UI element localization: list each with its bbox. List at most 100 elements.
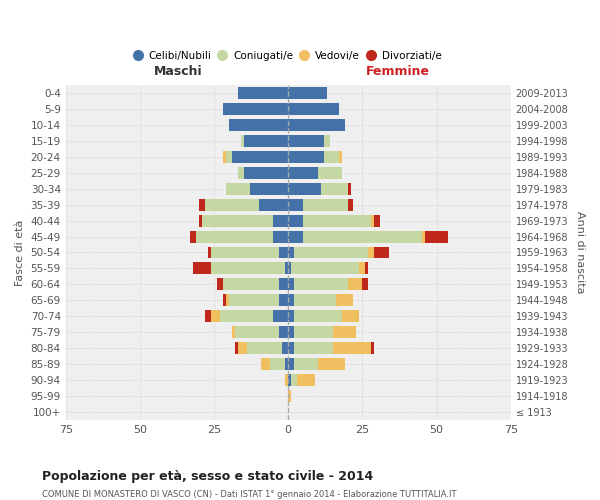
Bar: [374, 246, 389, 258]
Bar: [294, 358, 318, 370]
Bar: [371, 214, 374, 226]
Bar: [193, 262, 211, 274]
Bar: [291, 374, 297, 386]
Bar: [232, 326, 235, 338]
Bar: [288, 390, 291, 402]
Bar: [288, 262, 291, 274]
Bar: [347, 198, 353, 210]
Bar: [285, 374, 288, 386]
Bar: [226, 150, 232, 162]
Bar: [229, 119, 288, 130]
Text: Popolazione per età, sesso e stato civile - 2014: Popolazione per età, sesso e stato civil…: [42, 470, 373, 483]
Bar: [288, 294, 294, 306]
Bar: [238, 87, 288, 99]
Bar: [279, 294, 288, 306]
Y-axis label: Anni di nascita: Anni di nascita: [575, 211, 585, 294]
Bar: [271, 358, 285, 370]
Bar: [288, 358, 294, 370]
Bar: [294, 246, 368, 258]
Bar: [288, 150, 324, 162]
Bar: [303, 214, 371, 226]
Text: Femmine: Femmine: [366, 66, 430, 78]
Bar: [288, 326, 294, 338]
Bar: [288, 246, 294, 258]
Bar: [235, 326, 279, 338]
Bar: [365, 262, 368, 274]
Bar: [335, 294, 353, 306]
Bar: [321, 182, 347, 194]
Bar: [274, 230, 288, 242]
Bar: [241, 134, 244, 146]
Legend: Celibi/Nubili, Coniugati/e, Vedovi/e, Divorziati/e: Celibi/Nubili, Coniugati/e, Vedovi/e, Di…: [131, 46, 446, 65]
Bar: [338, 150, 341, 162]
Bar: [303, 230, 422, 242]
Bar: [223, 150, 226, 162]
Bar: [282, 342, 288, 354]
Bar: [341, 310, 359, 322]
Bar: [232, 150, 288, 162]
Bar: [324, 134, 330, 146]
Bar: [425, 230, 448, 242]
Bar: [333, 342, 371, 354]
Bar: [362, 278, 368, 290]
Bar: [288, 119, 344, 130]
Bar: [294, 294, 335, 306]
Bar: [279, 278, 288, 290]
Bar: [288, 374, 291, 386]
Bar: [223, 294, 226, 306]
Bar: [294, 342, 333, 354]
Bar: [217, 278, 223, 290]
Bar: [288, 230, 303, 242]
Bar: [288, 134, 324, 146]
Bar: [235, 342, 238, 354]
Bar: [318, 166, 341, 178]
Bar: [279, 326, 288, 338]
Bar: [223, 278, 279, 290]
Bar: [262, 358, 271, 370]
Bar: [374, 214, 380, 226]
Bar: [274, 310, 288, 322]
Bar: [297, 374, 315, 386]
Text: Maschi: Maschi: [154, 66, 203, 78]
Bar: [294, 310, 341, 322]
Bar: [288, 103, 338, 115]
Text: COMUNE DI MONASTERO DI VASCO (CN) - Dati ISTAT 1° gennaio 2014 - Elaborazione TU: COMUNE DI MONASTERO DI VASCO (CN) - Dati…: [42, 490, 457, 499]
Bar: [288, 310, 294, 322]
Bar: [247, 342, 282, 354]
Bar: [368, 246, 374, 258]
Bar: [211, 246, 279, 258]
Bar: [196, 230, 274, 242]
Bar: [199, 198, 205, 210]
Bar: [226, 294, 229, 306]
Bar: [208, 246, 211, 258]
Bar: [259, 198, 288, 210]
Bar: [288, 342, 294, 354]
Bar: [288, 198, 303, 210]
Bar: [202, 214, 274, 226]
Bar: [211, 262, 285, 274]
Bar: [294, 326, 333, 338]
Bar: [250, 182, 288, 194]
Bar: [294, 278, 347, 290]
Bar: [274, 214, 288, 226]
Bar: [288, 166, 318, 178]
Bar: [324, 150, 338, 162]
Bar: [199, 214, 202, 226]
Bar: [318, 358, 344, 370]
Bar: [229, 294, 279, 306]
Bar: [244, 134, 288, 146]
Bar: [244, 166, 288, 178]
Bar: [238, 342, 247, 354]
Bar: [291, 262, 359, 274]
Bar: [347, 278, 362, 290]
Bar: [359, 262, 365, 274]
Bar: [288, 214, 303, 226]
Bar: [205, 310, 211, 322]
Bar: [220, 310, 274, 322]
Bar: [288, 87, 327, 99]
Bar: [205, 198, 259, 210]
Bar: [422, 230, 425, 242]
Bar: [303, 198, 347, 210]
Bar: [347, 182, 350, 194]
Bar: [288, 182, 321, 194]
